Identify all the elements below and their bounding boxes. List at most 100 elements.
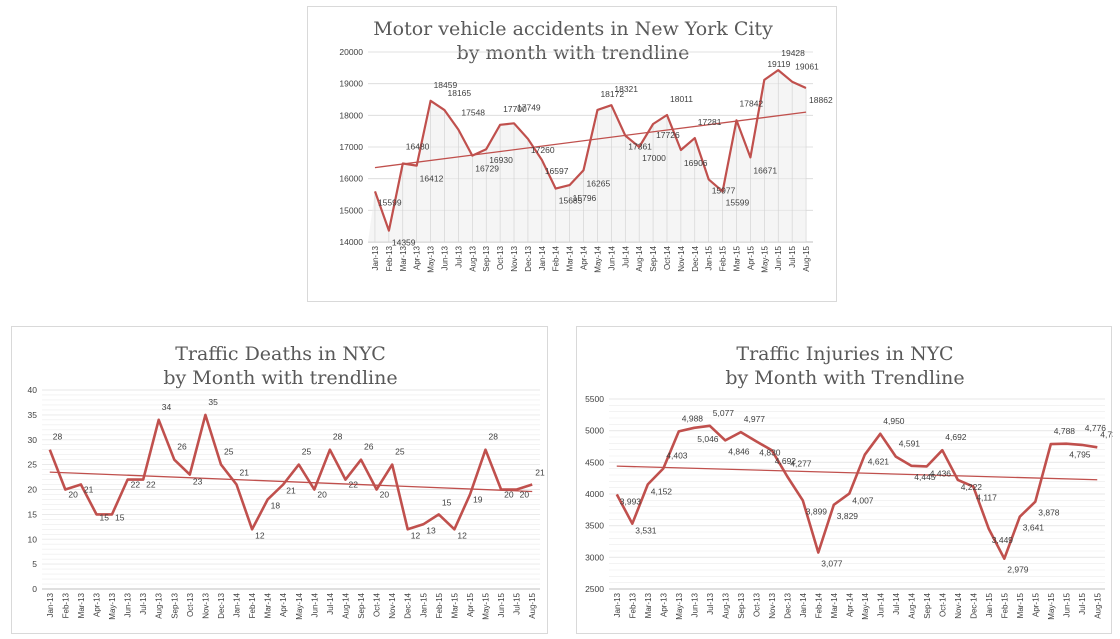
x-tick-label: Aug-15 [1093,592,1102,618]
x-tick-label: Jun-14 [876,592,885,617]
x-tick-label: Jun-15 [1062,592,1071,617]
x-tick-label: Apr-14 [279,592,288,617]
data-label: 3,531 [635,526,657,536]
chart-title: Motor vehicle accidents in New York City [373,18,773,40]
data-label: 3,899 [806,506,828,516]
x-tick-label: Jun-13 [690,592,699,617]
data-label: 25 [302,447,312,457]
x-tick-label: Jul-13 [706,592,715,614]
y-tick-label: 16000 [339,174,363,184]
x-tick-label: Apr-13 [92,592,101,617]
x-tick-label: Feb-15 [719,245,728,271]
data-label: 3,878 [1038,508,1060,518]
x-tick-label: Sep-14 [649,245,658,271]
x-tick-label: Sep-14 [357,592,366,618]
x-tick-label: Dec-13 [783,592,792,618]
data-label: 18011 [670,94,693,104]
data-label: 4,795 [1069,450,1091,460]
data-label: 3,993 [620,496,642,506]
data-label: 22 [131,480,141,490]
x-tick-label: Jan-14 [799,592,808,617]
data-label: 17260 [531,145,555,155]
x-tick-label: Mar-14 [830,592,839,618]
x-tick-label: May-13 [108,592,117,619]
data-label: 4,846 [728,446,750,456]
data-label: 17726 [656,130,680,140]
x-tick-label: Sep-13 [482,245,491,271]
y-tick-label: 10 [28,534,38,544]
data-label: 16930 [489,155,513,165]
data-label: 4,950 [883,416,905,426]
x-tick-label: Aug-15 [802,245,811,271]
x-tick-label: Feb-15 [435,592,444,618]
data-label: 12 [255,530,265,540]
x-tick-label: Oct-13 [496,245,505,270]
x-tick-label: Jul-13 [139,592,148,614]
y-tick-label: 20 [28,485,38,495]
x-tick-label: Jan-15 [705,245,714,270]
y-tick-label: 30 [28,435,38,445]
x-tick-label: Oct-13 [752,592,761,617]
x-tick-label: Jul-15 [788,245,797,267]
data-label: 16412 [420,174,444,184]
x-tick-label: Feb-13 [61,592,70,618]
data-label: 4,591 [899,439,921,449]
x-tick-label: May-15 [482,592,491,619]
x-tick-label: Aug-14 [907,592,916,618]
data-label: 12 [457,530,467,540]
data-label: 28 [53,432,63,442]
x-tick-label: Jul-13 [454,245,463,267]
chart-title: Traffic Deaths in NYC [175,343,386,365]
trendline [49,471,533,493]
y-tick-label: 5000 [585,426,604,436]
data-label: 17548 [461,108,485,118]
series-line [615,424,1098,560]
y-tick-label: 18000 [339,110,363,120]
accidents-chart-svg: Motor vehicle accidents in New York City… [339,18,833,273]
y-tick-label: 5500 [585,394,604,404]
data-label: 15 [99,512,109,522]
data-label: 20 [504,490,514,500]
data-label: 4,222 [961,482,983,492]
data-label: 3,077 [821,558,843,568]
chart-subtitle: by Month with Trendline [725,367,964,389]
data-label: 23 [193,477,203,487]
x-tick-label: May-13 [675,592,684,619]
data-label: 34 [162,402,172,412]
data-label: 28 [333,432,343,442]
x-tick-label: Aug-13 [721,592,730,618]
x-tick-label: Feb-14 [552,245,561,271]
x-tick-label: Jan-13 [46,592,55,617]
x-tick-label: Oct-14 [938,592,947,617]
x-tick-label: Nov-14 [388,592,397,618]
data-label: 16265 [587,178,611,188]
data-label: 19428 [781,48,805,58]
x-tick-label: Jun-15 [774,245,783,270]
data-label: 16671 [753,165,777,175]
x-tick-label: Jan-14 [538,245,547,270]
data-label: 4,692 [945,432,967,442]
y-tick-label: 14000 [339,237,363,247]
data-label: 16480 [406,141,430,151]
data-label: 15796 [573,193,597,203]
y-tick-label: 5 [32,559,37,569]
x-tick-label: Jul-14 [621,245,630,267]
x-tick-label: Mar-15 [733,245,742,271]
x-tick-label: Dec-14 [691,245,700,271]
y-tick-label: 2500 [585,584,604,594]
x-tick-label: Nov-14 [677,245,686,271]
x-tick-label: Feb-14 [248,592,257,618]
y-tick-label: 40 [28,385,38,395]
data-label: 5,077 [713,408,735,418]
data-label: 21 [84,485,94,495]
chart-subtitle: by month with trendline [457,42,690,64]
data-label: 16597 [545,166,569,176]
x-tick-label: Jan-13 [371,245,380,270]
data-label: 21 [240,468,250,478]
x-tick-label: Mar-14 [264,592,273,618]
x-tick-label: Aug-15 [528,592,537,618]
data-label: 4,988 [682,413,704,423]
data-label: 4,007 [852,496,874,506]
y-tick-label: 3000 [585,552,604,562]
